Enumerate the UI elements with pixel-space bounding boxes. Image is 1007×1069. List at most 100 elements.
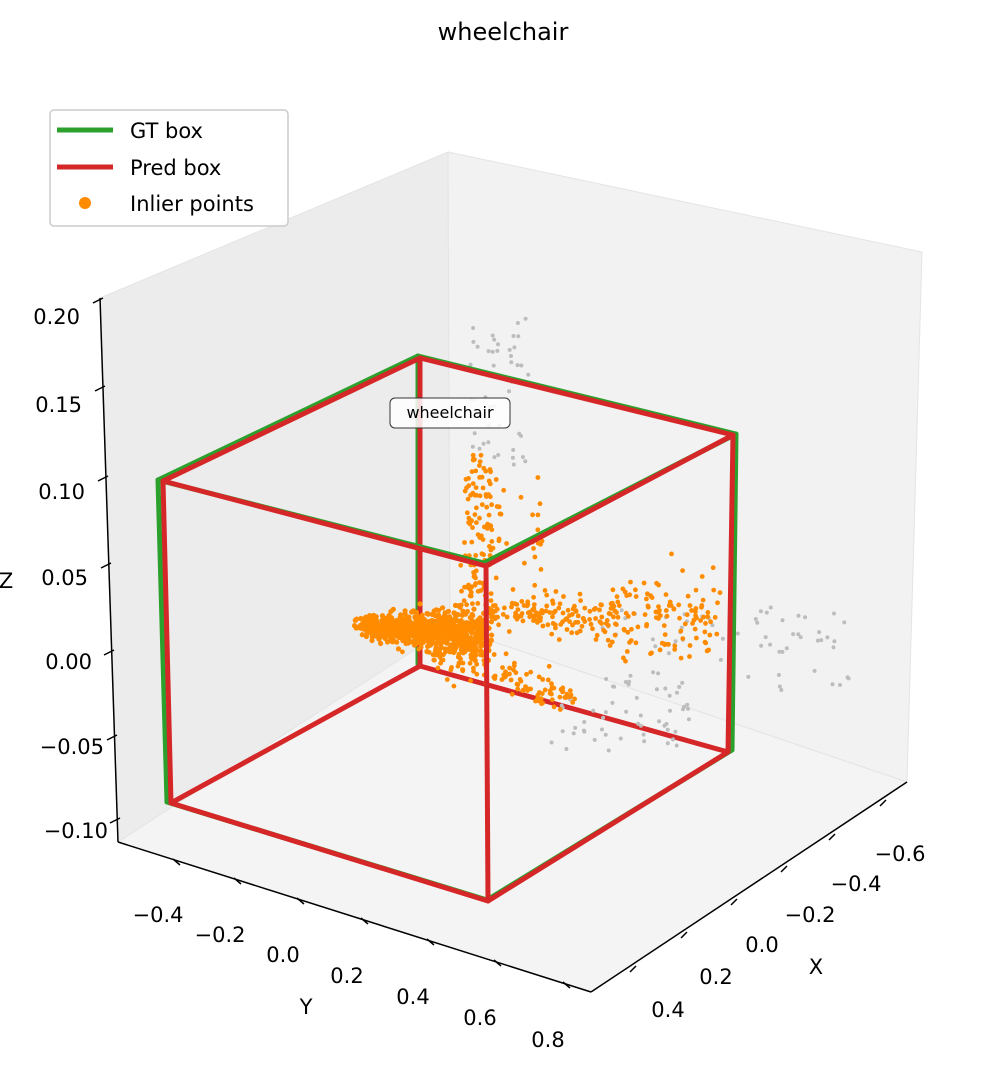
y-tick-label: 0.8 bbox=[531, 1028, 564, 1052]
outlier-point bbox=[768, 642, 773, 647]
z-tick-mark bbox=[97, 475, 109, 482]
outlier-point bbox=[764, 610, 769, 615]
outlier-point bbox=[520, 455, 525, 459]
inlier-point bbox=[612, 632, 618, 638]
inlier-point bbox=[458, 562, 464, 568]
inlier-point bbox=[553, 625, 558, 631]
inlier-point bbox=[393, 618, 400, 624]
outlier-point bbox=[673, 729, 678, 734]
inlier-point bbox=[460, 660, 466, 666]
inlier-point bbox=[540, 677, 546, 682]
inlier-point bbox=[477, 459, 483, 464]
inlier-point bbox=[510, 587, 516, 592]
inlier-point bbox=[418, 644, 424, 650]
inlier-point bbox=[672, 643, 678, 649]
inlier-point bbox=[671, 606, 677, 612]
z-tick-mark bbox=[94, 385, 106, 392]
inlier-point bbox=[522, 560, 527, 566]
y-tick-label: −0.2 bbox=[195, 923, 246, 947]
outlier-point bbox=[832, 611, 836, 616]
inlier-point bbox=[400, 649, 405, 655]
inlier-point bbox=[432, 657, 437, 663]
x-tick-mark bbox=[828, 833, 836, 841]
outlier-point bbox=[671, 737, 675, 742]
outlier-point bbox=[654, 687, 659, 692]
inlier-point bbox=[483, 468, 489, 474]
outlier-point bbox=[682, 704, 687, 709]
inlier-point bbox=[493, 575, 499, 581]
inlier-point bbox=[521, 603, 527, 608]
inlier-point bbox=[615, 599, 621, 605]
inlier-point bbox=[474, 630, 480, 636]
outlier-point bbox=[634, 695, 639, 700]
inlier-point bbox=[481, 552, 486, 558]
inlier-point bbox=[500, 612, 506, 617]
inlier-point bbox=[464, 510, 470, 516]
inlier-point bbox=[702, 629, 708, 635]
inlier-point bbox=[538, 541, 543, 547]
outlier-point bbox=[492, 337, 497, 342]
inlier-point bbox=[475, 588, 481, 594]
inlier-point bbox=[535, 527, 541, 533]
inlier-point bbox=[545, 622, 551, 628]
inlier-point bbox=[478, 627, 484, 633]
inlier-point bbox=[472, 457, 477, 462]
outlier-point bbox=[582, 720, 587, 724]
inlier-point bbox=[558, 622, 564, 627]
outlier-point bbox=[768, 605, 773, 610]
inlier-point bbox=[593, 606, 598, 611]
inlier-point bbox=[565, 607, 571, 613]
inlier-point bbox=[382, 635, 388, 642]
inlier-point bbox=[388, 621, 394, 627]
inlier-point bbox=[440, 657, 446, 663]
inlier-point bbox=[573, 620, 578, 625]
outlier-point bbox=[591, 708, 596, 713]
outlier-point bbox=[720, 636, 725, 641]
inlier-point bbox=[466, 483, 472, 489]
inlier-point bbox=[567, 619, 572, 624]
inlier-point bbox=[633, 640, 639, 646]
inlier-point bbox=[379, 617, 385, 624]
inlier-point bbox=[689, 608, 694, 613]
inlier-point bbox=[614, 622, 619, 627]
inlier-point bbox=[519, 599, 525, 604]
inlier-point bbox=[621, 626, 627, 632]
inlier-point bbox=[677, 615, 682, 621]
inlier-point bbox=[531, 594, 536, 600]
outlier-point bbox=[486, 440, 491, 445]
inlier-point bbox=[557, 707, 563, 712]
outlier-point bbox=[755, 620, 760, 625]
inlier-point bbox=[579, 623, 585, 629]
outlier-point bbox=[825, 635, 830, 640]
inlier-point bbox=[448, 629, 454, 635]
inlier-point bbox=[425, 622, 431, 628]
inlier-point bbox=[540, 700, 545, 706]
inlier-point bbox=[508, 677, 514, 683]
inlier-point bbox=[656, 616, 661, 621]
inlier-point bbox=[533, 698, 538, 704]
outlier-point bbox=[603, 710, 608, 715]
x-tick-label: −0.4 bbox=[831, 872, 882, 896]
inlier-point bbox=[515, 607, 521, 612]
inlier-point bbox=[607, 643, 613, 648]
outlier-point bbox=[710, 623, 715, 628]
inlier-point bbox=[668, 603, 674, 608]
inlier-point bbox=[572, 696, 577, 702]
inlier-point bbox=[590, 626, 595, 632]
inlier-point bbox=[544, 603, 550, 609]
inlier-point bbox=[539, 691, 545, 696]
outlier-point bbox=[791, 632, 796, 637]
inlier-point bbox=[710, 565, 716, 571]
inlier-point bbox=[477, 493, 483, 499]
x-axis-line bbox=[590, 781, 908, 993]
inlier-point bbox=[532, 582, 538, 588]
outlier-point bbox=[639, 723, 643, 728]
pred-box-edge bbox=[417, 355, 736, 438]
outlier-point bbox=[628, 673, 633, 678]
inlier-point bbox=[597, 619, 603, 625]
inlier-point bbox=[509, 604, 514, 610]
inlier-point bbox=[624, 649, 630, 654]
z-tick-label: 0.05 bbox=[41, 566, 88, 590]
z-axis-line bbox=[99, 297, 119, 843]
